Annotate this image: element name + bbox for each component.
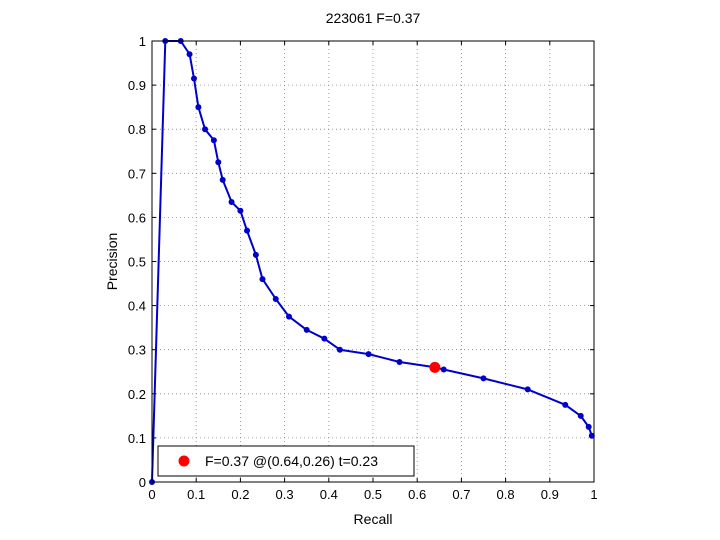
y-tick-label: 0.2 bbox=[128, 387, 146, 402]
series-point bbox=[365, 351, 372, 358]
series-point bbox=[588, 432, 595, 439]
series-group bbox=[149, 38, 595, 485]
legend: F=0.37 @(0.64,0.26) t=0.23 bbox=[157, 445, 415, 477]
series-point bbox=[252, 251, 259, 258]
x-tick-label: 0.4 bbox=[320, 487, 338, 502]
y-tick-label: 0.6 bbox=[128, 210, 146, 225]
series-point bbox=[190, 75, 197, 82]
x-tick-label: 0.3 bbox=[276, 487, 294, 502]
x-tick-label: 0.9 bbox=[541, 487, 559, 502]
series-point bbox=[259, 276, 266, 283]
series-point bbox=[321, 335, 328, 342]
series-point bbox=[215, 159, 222, 166]
y-tick-label: 0.9 bbox=[128, 78, 146, 93]
x-tick-label: 0.8 bbox=[497, 487, 515, 502]
y-tick-label: 0.3 bbox=[128, 343, 146, 358]
series-point bbox=[195, 104, 202, 111]
y-tick-label: 0.7 bbox=[128, 166, 146, 181]
series-line bbox=[151, 40, 593, 483]
legend-marker bbox=[178, 455, 190, 467]
x-tick-label: 0 bbox=[148, 487, 155, 502]
x-tick-label: 0.5 bbox=[364, 487, 382, 502]
series-point bbox=[524, 386, 531, 393]
chart-title: 223061 F=0.37 bbox=[326, 10, 421, 26]
series-point bbox=[228, 198, 235, 205]
series-point bbox=[219, 176, 226, 183]
x-tick-label: 0.7 bbox=[452, 487, 470, 502]
x-tick-label: 0.2 bbox=[231, 487, 249, 502]
y-tick-labels: 0 0.1 0.2 0.3 0.4 0.5 0.6 0.7 0.8 0.9 1 bbox=[128, 34, 146, 490]
x-tick-labels: 0 0.1 0.2 0.3 0.4 0.5 0.6 0.7 0.8 0.9 1 bbox=[148, 487, 597, 502]
series-point bbox=[272, 295, 279, 302]
series-point bbox=[303, 326, 310, 333]
x-tick-label: 0.1 bbox=[187, 487, 205, 502]
series-point bbox=[577, 412, 584, 419]
y-tick-label: 0.5 bbox=[128, 255, 146, 270]
series-point bbox=[202, 126, 209, 133]
y-axis-label: Precision bbox=[104, 233, 120, 291]
best-f-point bbox=[429, 361, 441, 373]
x-axis-label: Recall bbox=[354, 511, 393, 527]
y-tick-label: 1 bbox=[139, 34, 146, 49]
y-tick-label: 0 bbox=[139, 475, 146, 490]
series-point bbox=[585, 423, 592, 430]
series-point bbox=[440, 366, 447, 373]
best-point-group bbox=[429, 361, 441, 373]
series-point bbox=[237, 207, 244, 214]
series-point bbox=[210, 137, 217, 144]
axes-box bbox=[151, 40, 595, 483]
y-tick-label: 0.8 bbox=[128, 122, 146, 137]
series-point bbox=[396, 359, 403, 366]
y-tick-label: 0.4 bbox=[128, 299, 146, 314]
series-point bbox=[480, 375, 487, 382]
x-tick-label: 1 bbox=[590, 487, 597, 502]
legend-box bbox=[157, 445, 415, 477]
series-point bbox=[186, 51, 193, 58]
grid-lines bbox=[152, 41, 594, 482]
series-point bbox=[244, 227, 251, 234]
series-point bbox=[562, 401, 569, 408]
series-point bbox=[336, 346, 343, 353]
y-tick-label: 0.1 bbox=[128, 431, 146, 446]
x-tick-label: 0.6 bbox=[408, 487, 426, 502]
series-point bbox=[286, 313, 293, 320]
legend-label: F=0.37 @(0.64,0.26) t=0.23 bbox=[205, 453, 378, 469]
